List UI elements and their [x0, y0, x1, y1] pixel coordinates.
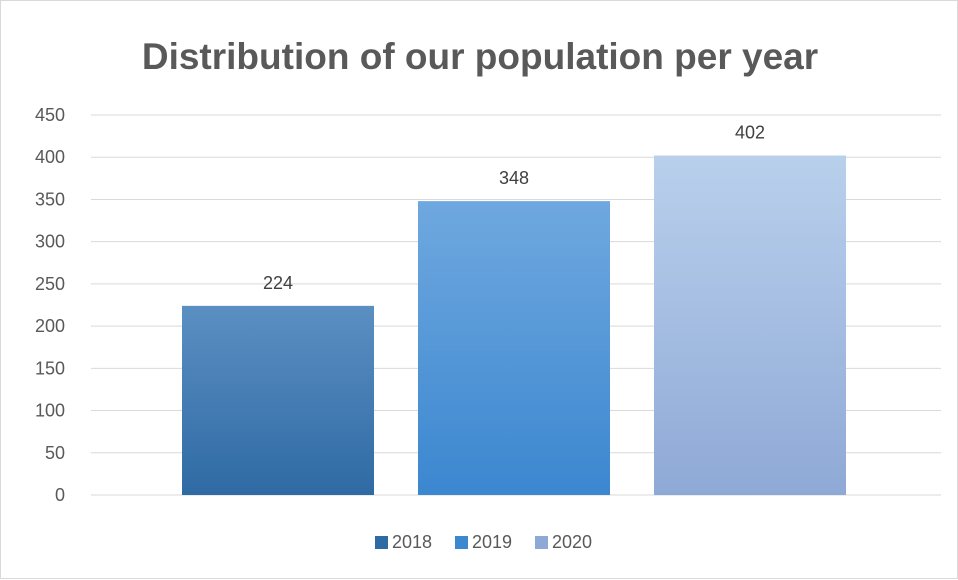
chart-title: Distribution of our population per year [142, 36, 818, 77]
bars [182, 155, 846, 496]
data-labels: 224 348 402 [263, 123, 765, 293]
y-tick-label: 150 [35, 358, 65, 378]
legend-swatch [375, 536, 388, 549]
legend-item-2018[interactable]: 2018 [375, 532, 432, 552]
bar-2020[interactable] [654, 155, 846, 496]
legend-item-2020[interactable]: 2020 [535, 532, 592, 552]
y-axis-ticks: 0 50 100 150 200 250 300 350 400 450 [35, 105, 65, 505]
y-tick-label: 200 [35, 316, 65, 336]
y-tick-label: 450 [35, 105, 65, 125]
data-label-2020: 402 [735, 123, 765, 143]
data-label-2018: 224 [263, 273, 293, 293]
y-tick-label: 250 [35, 274, 65, 294]
y-tick-label: 100 [35, 401, 65, 421]
legend-swatch [535, 536, 548, 549]
y-tick-label: 400 [35, 147, 65, 167]
y-tick-label: 350 [35, 189, 65, 209]
legend[interactable]: 2018 2019 2020 [375, 532, 592, 552]
data-label-2019: 348 [499, 168, 529, 188]
bar-2018[interactable] [182, 305, 374, 495]
bar-2019[interactable] [418, 201, 610, 495]
legend-label: 2018 [392, 532, 432, 552]
legend-label: 2020 [552, 532, 592, 552]
y-tick-label: 50 [45, 443, 65, 463]
legend-item-2019[interactable]: 2019 [455, 532, 512, 552]
y-tick-label: 0 [55, 485, 65, 505]
legend-swatch [455, 536, 468, 549]
legend-label: 2019 [472, 532, 512, 552]
y-tick-label: 300 [35, 232, 65, 252]
